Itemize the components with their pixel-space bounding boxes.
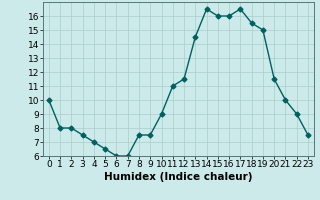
X-axis label: Humidex (Indice chaleur): Humidex (Indice chaleur) [104, 172, 253, 182]
